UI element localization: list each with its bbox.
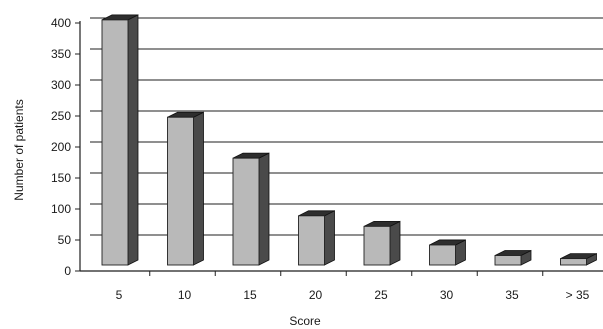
bar-front [363,225,391,266]
y-tick-label: 350 [51,47,71,61]
bar-front [298,215,325,266]
bar [232,152,270,266]
y-tick-label: 400 [51,16,71,30]
x-tick-label: 10 [178,288,192,302]
bar [298,210,335,266]
y-tick-label: 50 [58,233,72,247]
bar [101,14,139,266]
x-tick-label: 35 [505,288,519,302]
x-tick-label: > 35 [566,288,590,302]
bar-side [193,111,204,266]
bar-front [494,255,522,266]
y-tick-label: 300 [51,78,71,92]
x-tick-label: 25 [374,288,388,302]
y-axis-title: Number of patients [12,99,26,200]
bar [560,252,597,266]
x-axis-title: Score [289,314,321,328]
y-tick-label: 100 [51,202,71,216]
y-tick-label: 200 [51,140,71,154]
y-tick-label: 250 [51,109,71,123]
y-tick-labels: 0 50 100 150 200 250 300 350 400 [51,16,71,278]
bar-side [258,152,270,266]
bar-front [429,244,456,266]
y-tick-label: 150 [51,171,71,185]
gridlines [90,17,603,236]
bar-front [232,157,260,266]
x-tick-labels: 5 10 15 20 25 30 35 > 35 [116,288,590,302]
x-tick-label: 30 [440,288,454,302]
x-tick-label: 15 [243,288,257,302]
bar-front [101,19,129,266]
bar [494,249,532,266]
bar-front [560,258,587,266]
axes [75,21,603,276]
bar-side [389,220,401,266]
bar-side [324,210,335,266]
bar-front [167,116,194,266]
bar-side [127,14,139,266]
bar [429,239,466,266]
x-tick-label: 5 [116,288,123,302]
bar [167,111,204,266]
bar [363,220,401,266]
y-tick-label: 0 [64,264,71,278]
x-tick-label: 20 [309,288,323,302]
bars [101,14,597,266]
